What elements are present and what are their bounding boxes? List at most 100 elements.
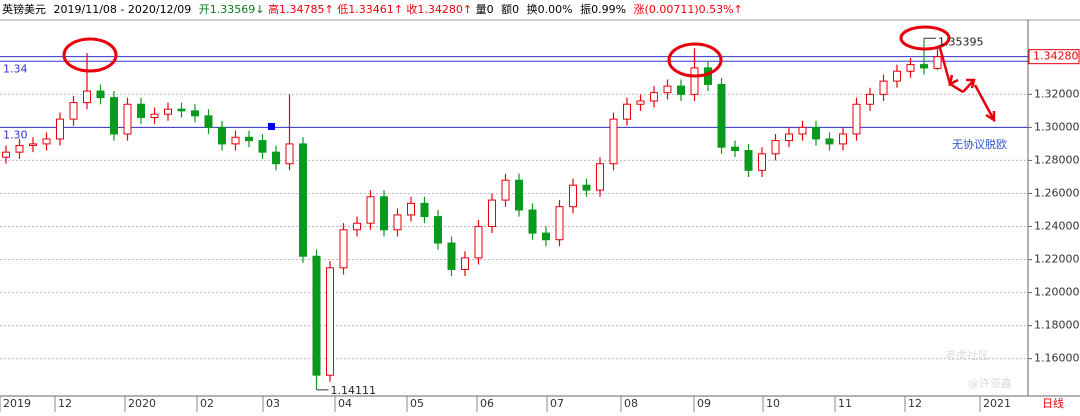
candle-body [744, 150, 753, 171]
candle-body [2, 151, 10, 158]
candle-body [582, 184, 591, 191]
candle-body [15, 145, 24, 153]
candle-body [933, 56, 942, 69]
reference-label: 1.34 [3, 62, 28, 75]
circle-marker [899, 25, 951, 51]
watermark: @许亚鑫 [968, 376, 1012, 390]
candle-body [677, 85, 685, 95]
low-label: 1.14111 [331, 384, 377, 397]
candle-body [488, 199, 496, 227]
candle-body [218, 126, 226, 145]
candle-body [366, 196, 375, 224]
y-tick-label: 1.22000 [1034, 253, 1080, 266]
candle-body [326, 267, 334, 376]
arrows [938, 47, 996, 123]
x-tick-label: 11 [838, 397, 852, 410]
close: 收1.34280↑ [406, 2, 472, 16]
price-tag-box [1028, 49, 1080, 65]
candle-body [420, 202, 429, 218]
candle-body [785, 133, 793, 142]
candle-body [515, 179, 523, 211]
square-marker [268, 123, 275, 130]
high: 高1.34785↑ [268, 2, 334, 16]
candle-body [272, 151, 280, 165]
x-tick-label: 03 [266, 397, 280, 410]
candle-body [906, 64, 915, 72]
x-tick-label: 12 [908, 397, 922, 410]
x-tick-label: 06 [480, 397, 494, 410]
candle-body [191, 110, 199, 117]
candle-body [798, 126, 807, 135]
candle-body [650, 92, 658, 102]
candle-body [96, 90, 105, 99]
candle-body [609, 118, 618, 165]
candle-body [839, 133, 847, 145]
candle-body [825, 138, 834, 145]
x-tick-label: 05 [410, 397, 424, 410]
x-tick-label: 08 [624, 397, 638, 410]
x-tick-label: 09 [697, 397, 711, 410]
annotation: 无协议脱欧 [952, 137, 1007, 151]
y-tick-label: 1.30000 [1034, 120, 1080, 133]
y-tick-label: 1.32000 [1034, 87, 1080, 100]
candle-body [528, 209, 537, 234]
x-tick-label: 2019 [3, 397, 31, 410]
x-tick-label: 04 [338, 397, 352, 410]
candle-body [569, 184, 577, 208]
candles [2, 38, 942, 390]
x-tick-label: 12 [58, 397, 72, 410]
symbol: 英镑美元 [2, 2, 46, 16]
header: 英镑美元 2019/11/08 - 2020/12/09 开1.33569↓ 高… [2, 2, 743, 16]
candle-body [245, 136, 253, 142]
candle-body [285, 143, 294, 165]
candle-body [920, 64, 928, 69]
candle-body [312, 255, 321, 376]
candle-body [690, 67, 699, 95]
candle-body [555, 206, 564, 241]
candle-body [596, 163, 604, 191]
candle-body [42, 138, 51, 145]
candle-body [299, 143, 307, 257]
candle-body [717, 83, 726, 148]
y-tick-label: 1.20000 [1034, 286, 1080, 299]
volume: 量0 [476, 3, 494, 16]
y-tick-label: 1.28000 [1034, 153, 1080, 166]
candle-body [771, 140, 780, 155]
candle-body [123, 103, 132, 135]
candle-body [83, 90, 91, 104]
y-tick-label: 1.16000 [1034, 352, 1080, 365]
open: 开1.33569↓ [199, 3, 265, 16]
period-label: 日线 [1042, 396, 1064, 410]
reference-label: 1.30 [3, 128, 28, 141]
candle-body [731, 146, 739, 152]
x-tick-label: 10 [766, 397, 780, 410]
price-tag: 1.34280 [1033, 50, 1079, 63]
amplitude: 振0.99% [580, 2, 626, 16]
circle-marker [667, 42, 723, 78]
change: 涨(0.00711)0.53%↑ [634, 3, 743, 16]
y-tick-label: 1.24000 [1034, 219, 1080, 232]
candle-body [380, 196, 388, 231]
candle-body [164, 108, 172, 115]
watermark: 老虎社区 [945, 348, 989, 362]
candle-body [893, 70, 901, 82]
low: 低1.33461↑ [337, 3, 403, 16]
circle-marker [62, 37, 118, 73]
candle-body [204, 115, 213, 128]
candle-body [110, 97, 118, 135]
candle-body [69, 102, 78, 120]
range: 2019/11/08 - 2020/12/09 [54, 3, 192, 16]
x-tick-label: 2020 [128, 397, 156, 410]
candle-body [339, 229, 348, 269]
candle-body [852, 103, 861, 135]
candle-body [150, 113, 159, 118]
candle-body [393, 214, 402, 231]
x-tick-label: 2021 [983, 397, 1011, 410]
y-tick-label: 1.26000 [1034, 186, 1080, 199]
high-label: 1.35395 [938, 35, 984, 48]
candle-body [663, 85, 672, 94]
candle-body [434, 216, 442, 244]
candle-body [866, 93, 874, 105]
